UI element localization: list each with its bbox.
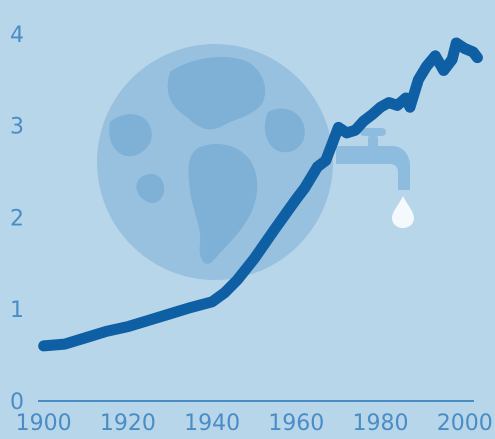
data-point (59, 339, 70, 350)
x-tick-label: 2000 (437, 411, 493, 436)
data-point (207, 296, 218, 307)
data-point (350, 125, 361, 136)
x-tick-label: 1980 (353, 411, 409, 436)
data-point (438, 65, 449, 76)
y-tick-label: 0 (10, 390, 24, 415)
background-illustration (97, 44, 414, 280)
series-layer (38, 37, 483, 352)
data-point (101, 326, 112, 337)
data-point (270, 223, 281, 234)
data-point (405, 102, 415, 113)
data-point (38, 340, 49, 351)
data-point (249, 253, 260, 264)
data-point (421, 60, 432, 71)
data-point (165, 308, 175, 319)
data-point (80, 332, 91, 343)
data-point (186, 302, 197, 313)
data-point (232, 274, 243, 285)
data-point (472, 52, 483, 63)
data-point (333, 122, 344, 133)
data-point (459, 43, 470, 54)
x-tick-label: 1920 (100, 411, 156, 436)
data-point (291, 194, 302, 204)
data-point (451, 38, 462, 48)
data-point (358, 116, 369, 126)
y-tick-label: 1 (10, 298, 24, 323)
y-tick-label: 3 (10, 115, 24, 140)
water-tap-icon (336, 128, 410, 190)
data-point (392, 100, 403, 111)
data-point (299, 183, 310, 193)
y-tick-label: 4 (10, 23, 24, 48)
axis-ticks: 1900 1920 1940 1960 1980 2000 0 1 2 3 4 (10, 23, 493, 436)
x-tick-label: 1960 (268, 411, 324, 436)
y-tick-label: 2 (10, 206, 24, 231)
data-point (367, 109, 378, 120)
data-point (143, 315, 154, 326)
data-point (430, 50, 441, 61)
data-point (447, 54, 458, 65)
data-point (312, 161, 323, 172)
data-point (383, 97, 394, 108)
continents-shape (109, 57, 305, 264)
water-drop-icon (392, 196, 414, 228)
data-point (320, 155, 331, 166)
data-point (413, 74, 424, 85)
data-point (400, 93, 411, 103)
data-point (375, 102, 386, 113)
data-point (122, 321, 133, 332)
x-tick-label: 1900 (16, 411, 72, 436)
data-point (219, 287, 230, 298)
data-point (341, 127, 352, 138)
x-tick-label: 1940 (184, 411, 240, 436)
